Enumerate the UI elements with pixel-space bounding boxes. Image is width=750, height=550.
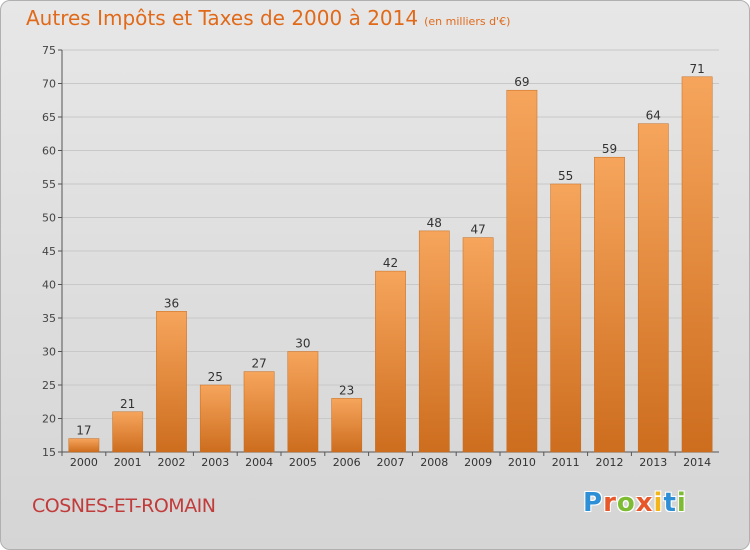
y-tick-label: 30: [42, 346, 56, 359]
chart-subtitle: (en milliers d'€): [424, 15, 511, 28]
x-tick-label-2013: 2013: [639, 456, 667, 469]
x-tick-label-2010: 2010: [508, 456, 536, 469]
y-tick-label: 50: [42, 212, 56, 225]
data-label-2011: 55: [558, 169, 573, 183]
logo-letter: t: [663, 488, 677, 518]
y-tick-label: 20: [42, 413, 56, 426]
tick-labels: 15 20 25 30 35 40 45 50 55 60 65 70 75 2000 2001 2002 20…: [42, 44, 711, 469]
bars: [68, 76, 713, 453]
data-label-2004: 27: [251, 357, 266, 371]
bar-2012: [594, 156, 625, 453]
bar-2001: [112, 411, 144, 453]
logo-letter: x: [635, 488, 654, 518]
data-label-2006: 23: [339, 383, 354, 397]
y-tick-label: 45: [42, 245, 56, 258]
bar-2004: [243, 371, 275, 453]
data-label-2007: 42: [383, 256, 398, 270]
bar-2013: [637, 123, 669, 453]
bar-2007: [375, 270, 406, 453]
y-tick-label: 55: [42, 178, 56, 191]
bar-2003: [199, 384, 231, 453]
x-tick-label-2003: 2003: [201, 456, 229, 469]
y-tick-label: 70: [42, 78, 56, 91]
bar-2002: [156, 311, 187, 453]
data-label-2000: 17: [76, 424, 91, 438]
logo-letter: r: [603, 488, 617, 518]
chart-title-text: Autres Impôts et Taxes de 2000 à 2014: [26, 6, 419, 30]
data-label-2008: 48: [427, 216, 442, 230]
bar-2010: [506, 89, 538, 453]
data-label-2003: 25: [208, 370, 223, 384]
x-tick-label-2001: 2001: [114, 456, 142, 469]
data-label-2010: 69: [514, 75, 529, 89]
logo-letter: o: [616, 488, 636, 518]
x-tick-label-2009: 2009: [464, 456, 492, 469]
data-label-2013: 64: [646, 109, 661, 123]
y-tick-label: 75: [42, 44, 56, 57]
x-tick-label-2007: 2007: [377, 456, 405, 469]
y-tick-label: 65: [42, 111, 56, 124]
data-label-2005: 30: [295, 337, 310, 351]
x-tick-label-2002: 2002: [158, 456, 186, 469]
y-tick-label: 35: [42, 312, 56, 325]
x-tick-label-2008: 2008: [420, 456, 448, 469]
x-tick-label-2000: 2000: [70, 456, 98, 469]
y-tick-label: 40: [42, 279, 56, 292]
y-tick-label: 60: [42, 145, 56, 158]
bar-2008: [418, 230, 450, 453]
x-tick-label-2004: 2004: [245, 456, 273, 469]
x-tick-label-2006: 2006: [333, 456, 361, 469]
data-label-2009: 47: [470, 223, 485, 237]
bar-2006: [331, 398, 363, 453]
data-label-2014: 71: [689, 62, 704, 76]
data-labels: 17 21 36 25 27 30 23 42 48 47 69 55 59 64 71: [76, 62, 704, 438]
logo-letter: i: [653, 488, 664, 518]
bar-2014: [681, 76, 713, 453]
logo-letter: i: [676, 488, 687, 518]
data-label-2002: 36: [164, 296, 179, 310]
x-tick-label-2011: 2011: [552, 456, 580, 469]
data-label-2001: 21: [120, 397, 135, 411]
bar-2011: [550, 183, 582, 453]
x-tick-label-2012: 2012: [596, 456, 624, 469]
commune-name: COSNES-ET-ROMAIN: [32, 495, 216, 517]
logo-letter: P: [583, 488, 604, 518]
data-label-2012: 59: [602, 142, 617, 156]
x-tick-label-2005: 2005: [289, 456, 317, 469]
chart-title: Autres Impôts et Taxes de 2000 à 2014 (en…: [26, 6, 510, 30]
y-tick-label: 15: [42, 446, 56, 459]
proxiti-logo[interactable]: Proxiti: [583, 488, 687, 518]
bar-2005: [287, 351, 319, 453]
y-tick-label: 25: [42, 379, 56, 392]
bar-2009: [462, 237, 494, 453]
bar-2000: [68, 438, 100, 453]
x-tick-label-2014: 2014: [683, 456, 711, 469]
